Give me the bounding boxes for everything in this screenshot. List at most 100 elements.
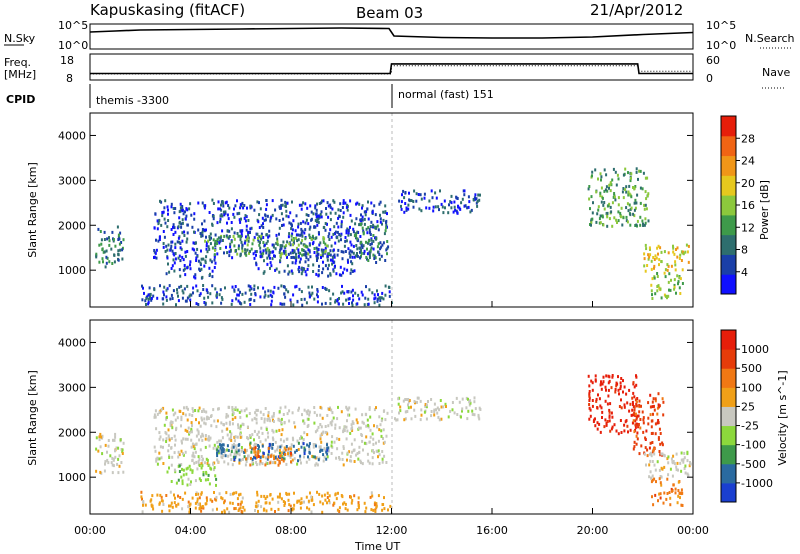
data-cell (347, 231, 350, 235)
data-cell (190, 480, 192, 484)
data-cell (171, 264, 174, 268)
data-cell (305, 410, 308, 414)
data-cell (292, 444, 295, 448)
data-cell (239, 492, 242, 496)
data-cell (201, 410, 203, 413)
data-cell (236, 497, 239, 501)
data-cell (221, 497, 224, 501)
data-cell (631, 396, 634, 400)
data-cell (604, 418, 607, 422)
data-cell (265, 241, 268, 245)
data-cell (376, 299, 379, 303)
data-cell (452, 210, 455, 214)
data-cell (350, 501, 353, 505)
data-cell (651, 400, 654, 404)
data-cell (117, 235, 120, 239)
data-cell (258, 201, 260, 205)
data-cell (177, 236, 180, 240)
data-cell (625, 206, 628, 210)
data-cell (262, 286, 265, 290)
data-cell (412, 200, 415, 203)
data-cell (687, 244, 690, 248)
data-cell (623, 429, 626, 433)
data-cell (141, 497, 143, 501)
data-cell (378, 303, 381, 307)
data-cell (327, 446, 330, 450)
data-cell (347, 297, 350, 301)
data-cell (226, 251, 229, 255)
data-cell (188, 464, 191, 468)
data-cell (205, 496, 208, 500)
data-cell (220, 296, 223, 300)
data-cell (295, 214, 298, 218)
data-cell (342, 271, 344, 275)
data-cell (479, 193, 481, 197)
data-cell (649, 441, 652, 445)
data-cell (281, 244, 284, 248)
data-cell (324, 228, 327, 232)
data-cell (322, 248, 325, 252)
data-cell (177, 299, 180, 303)
data-cell (263, 270, 266, 274)
data-cell (265, 461, 268, 465)
data-cell (241, 229, 244, 233)
data-cell (355, 244, 358, 247)
data-cell (178, 464, 181, 468)
data-cell (280, 433, 283, 437)
data-cell (351, 250, 354, 254)
data-cell (258, 235, 261, 239)
data-cell (303, 297, 306, 301)
data-cell (381, 460, 384, 464)
data-cell (407, 398, 410, 401)
data-cell (627, 430, 629, 434)
data-cell (341, 290, 344, 294)
data-cell (608, 408, 611, 412)
data-cell (260, 426, 263, 430)
data-cell (227, 449, 230, 452)
data-cell (223, 510, 226, 514)
data-cell (688, 464, 691, 468)
data-cell (636, 193, 639, 197)
data-cell (601, 215, 604, 219)
data-cell (595, 220, 598, 224)
data-cell (235, 249, 237, 252)
data-cell (101, 452, 104, 456)
data-cell (410, 199, 413, 202)
data-cell (324, 498, 327, 502)
data-cell (316, 428, 319, 432)
data-cell (648, 255, 651, 259)
data-cell (329, 228, 332, 232)
data-cell (614, 388, 617, 391)
data-cell (260, 232, 263, 236)
data-cell (275, 429, 278, 433)
data-cell (345, 405, 348, 409)
data-cell (305, 218, 308, 222)
data-cell (598, 397, 601, 401)
data-cell (313, 251, 316, 254)
data-cell (228, 235, 231, 238)
data-cell (312, 212, 315, 216)
data-cell (158, 431, 161, 435)
data-cell (174, 252, 177, 255)
data-cell (623, 403, 626, 407)
data-cell (279, 302, 282, 306)
data-cell (121, 257, 124, 261)
data-cell (672, 246, 675, 250)
data-cell (180, 247, 183, 251)
data-cell (637, 414, 640, 418)
data-cell (675, 248, 677, 251)
data-cell (266, 431, 269, 435)
data-cell (461, 409, 463, 413)
data-cell (301, 436, 303, 440)
data-cell (174, 438, 177, 442)
data-cell (367, 239, 370, 243)
data-cell (162, 210, 165, 214)
data-cell (333, 200, 336, 204)
data-cell (326, 446, 329, 450)
data-cell (251, 460, 254, 464)
data-cell (221, 214, 224, 218)
data-cell (275, 217, 278, 221)
data-cell (170, 240, 173, 244)
data-cell (278, 219, 281, 222)
data-cell (608, 375, 611, 379)
